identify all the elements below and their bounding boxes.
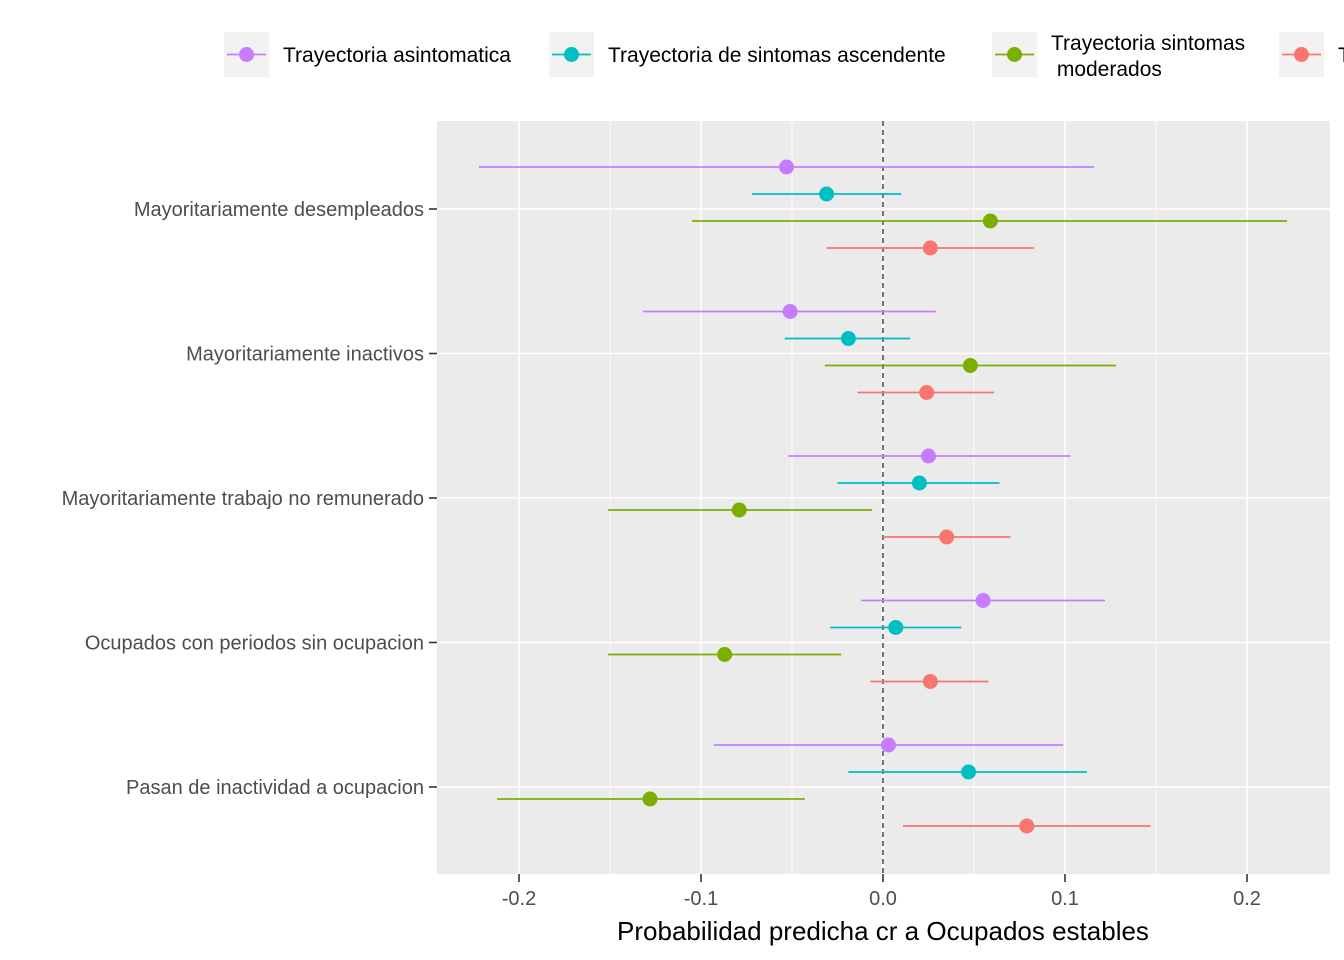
grid-lines [437, 121, 1330, 874]
point-estimate [922, 240, 938, 256]
x-axis-title: Probabilidad predicha cr a Ocupados esta… [617, 916, 1149, 946]
y-tick-label: Mayoritariamente inactivos [186, 344, 424, 366]
legend-key-point [564, 47, 579, 62]
point-estimate [911, 475, 927, 491]
point-estimate [982, 213, 998, 229]
x-tick-label: -0.2 [502, 888, 536, 910]
legend-item: Trayectoria asintomatica [224, 32, 511, 77]
legend: Trayectoria asintomatica Trayectoria de s… [224, 32, 1344, 81]
point-estimate [717, 647, 733, 662]
point-estimate [962, 358, 978, 373]
x-tick-label: 0.2 [1233, 888, 1261, 910]
x-tick-label: 0.1 [1051, 888, 1079, 910]
legend-label: T [1338, 44, 1344, 67]
point-estimate [642, 791, 658, 807]
point-estimate [782, 304, 798, 319]
point-estimate [922, 674, 938, 689]
legend-label: Trayectoria asintomatica [283, 44, 511, 67]
x-tick-label: 0.0 [869, 888, 897, 910]
y-axis: Mayoritariamente desempleados Mayoritaria… [62, 199, 437, 799]
y-tick-label: Mayoritariamente desempleados [134, 199, 424, 221]
y-tick-label: Mayoritariamente trabajo no remunerado [62, 488, 424, 510]
point-estimate [731, 502, 747, 518]
legend-key-point [1294, 47, 1309, 62]
y-tick-label: Pasan de inactividad a ocupacion [126, 777, 424, 799]
legend-label: Trayectoria de sintomas ascendente [608, 44, 946, 67]
point-estimate [880, 737, 896, 753]
legend-item: Trayectoria de sintomas ascendente [549, 32, 946, 77]
point-estimate [888, 620, 904, 635]
point-estimate [1019, 818, 1035, 834]
point-estimate [840, 331, 856, 346]
point-estimate [779, 159, 795, 175]
legend-item: T [1279, 32, 1344, 77]
legend-key-point [239, 47, 254, 62]
point-estimate [939, 529, 955, 545]
point-estimate [919, 385, 935, 400]
point-estimate [819, 186, 835, 202]
legend-item: Trayectoria sintomas moderados [992, 32, 1245, 81]
chart-marks [478, 159, 1288, 834]
point-estimate [921, 448, 936, 464]
legend-key-point [1007, 47, 1022, 62]
point-estimate [975, 593, 991, 608]
x-axis: -0.2 -0.1 0.0 0.1 0.2 [502, 874, 1261, 910]
legend-label: Trayectoria sintomas moderados [1051, 32, 1245, 81]
x-tick-label: -0.1 [684, 888, 718, 910]
y-tick-label: Ocupados con periodos sin ocupacion [85, 633, 424, 655]
point-estimate [961, 764, 977, 780]
